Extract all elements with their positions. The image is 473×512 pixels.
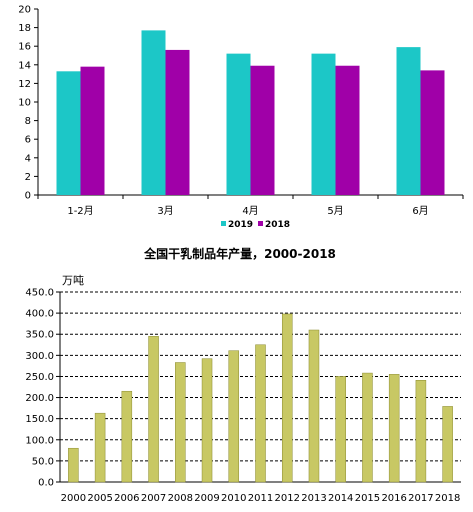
x-year-label: 2016 bbox=[381, 493, 406, 504]
bar-2008 bbox=[175, 362, 186, 483]
y-tick-label: 0.0 bbox=[38, 478, 54, 489]
bar-2015 bbox=[362, 372, 373, 483]
chart-title: 全国干乳制品年产量，2000-2018 bbox=[143, 246, 336, 261]
bar-2007 bbox=[148, 336, 159, 483]
bar-2019-5月 bbox=[311, 53, 336, 195]
bar-2018-1-2月 bbox=[80, 66, 105, 195]
x-category-label: 5月 bbox=[327, 205, 343, 217]
x-year-label: 2015 bbox=[355, 493, 380, 504]
bar-2019-3月 bbox=[141, 30, 166, 195]
bar-2019-1-2月 bbox=[56, 71, 81, 195]
annual-production-chart: 全国干乳制品年产量，2000-2018 万吨 0.0 50.0 100.0 150.0 20… bbox=[25, 246, 461, 504]
y-tick-label: 150.0 bbox=[25, 414, 54, 425]
x-year-label: 2008 bbox=[168, 493, 193, 504]
y-tick-label: 10 bbox=[18, 98, 31, 109]
bar-2013 bbox=[308, 329, 320, 483]
y-tick-label: 450.0 bbox=[25, 288, 54, 299]
y-tick-label: 100.0 bbox=[25, 435, 54, 446]
bar-2018 bbox=[442, 406, 453, 483]
y-tick-label: 250.0 bbox=[25, 372, 54, 383]
x-year-label: 2014 bbox=[328, 493, 353, 504]
y-tick-label: 18 bbox=[18, 23, 31, 34]
bar-2006 bbox=[121, 390, 133, 483]
legend-swatch-2018 bbox=[258, 221, 263, 226]
bar-2018-3月 bbox=[165, 49, 190, 195]
y-tick-label: 14 bbox=[18, 60, 31, 71]
x-category-label: 3月 bbox=[157, 205, 173, 217]
unit-label: 万吨 bbox=[62, 274, 84, 287]
x-category-label: 1-2月 bbox=[67, 205, 93, 217]
bar-2018-4月 bbox=[250, 65, 275, 195]
bar-2019-4月 bbox=[226, 53, 251, 195]
bar-2018-6月 bbox=[420, 70, 445, 195]
x-year-label: 2012 bbox=[275, 493, 300, 504]
y-tick-label: 400.0 bbox=[25, 309, 54, 320]
x-year-label: 2011 bbox=[248, 493, 273, 504]
y-tick-label: 4 bbox=[25, 153, 31, 164]
bar-2012 bbox=[281, 313, 293, 483]
x-category-label: 4月 bbox=[242, 205, 258, 217]
bar-2010 bbox=[228, 350, 240, 483]
y-tick-label: 6 bbox=[25, 135, 31, 146]
monthly-bar-chart: 0 2 4 6 8 10 12 14 16 18 20 1-2月 3月 4月 5月 6月 2019 2018 bbox=[18, 5, 464, 230]
x-year-label: 2010 bbox=[221, 493, 246, 504]
bar-2017 bbox=[415, 379, 427, 483]
legend-swatch-2019 bbox=[221, 221, 226, 226]
x-year-label: 2005 bbox=[87, 493, 112, 504]
y-tick-label: 200.0 bbox=[25, 393, 54, 404]
y-tick-label: 20 bbox=[18, 5, 31, 16]
x-year-label: 2009 bbox=[194, 493, 219, 504]
bar-2000 bbox=[68, 447, 79, 483]
bar-2018-5月 bbox=[335, 65, 360, 195]
y-tick-label: 0 bbox=[25, 191, 31, 202]
x-year-label: 2017 bbox=[408, 493, 433, 504]
y-tick-label: 300.0 bbox=[25, 351, 54, 362]
legend-label-2019: 2019 bbox=[228, 220, 253, 230]
x-year-label: 2013 bbox=[301, 493, 326, 504]
y-tick-label: 50.0 bbox=[32, 456, 54, 467]
bar-2019-6月 bbox=[396, 47, 421, 195]
y-tick-label: 16 bbox=[18, 42, 31, 53]
x-year-label: 2006 bbox=[114, 493, 139, 504]
bar-2011 bbox=[255, 344, 266, 483]
legend-label-2018: 2018 bbox=[265, 220, 290, 230]
y-tick-label: 350.0 bbox=[25, 330, 54, 341]
y-tick-label: 2 bbox=[25, 172, 31, 183]
bar-2005 bbox=[94, 412, 106, 483]
y-tick-label: 8 bbox=[25, 116, 31, 127]
x-year-label: 2018 bbox=[435, 493, 460, 504]
bar-2009 bbox=[201, 358, 213, 483]
bar-2014 bbox=[335, 376, 346, 483]
x-year-label: 2007 bbox=[141, 493, 166, 504]
y-tick-label: 12 bbox=[18, 79, 31, 90]
x-category-label: 6月 bbox=[412, 205, 428, 217]
bar-2016 bbox=[388, 374, 400, 483]
x-year-label: 2000 bbox=[61, 493, 86, 504]
